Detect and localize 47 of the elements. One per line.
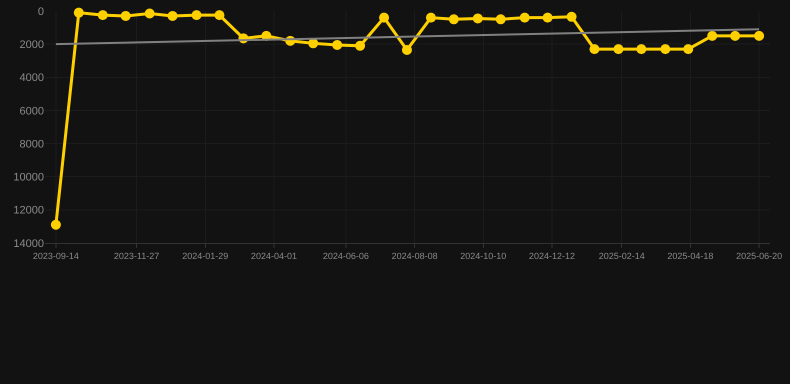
x-tick-label: 2024-01-29	[182, 250, 228, 261]
y-tick-label: 0	[38, 6, 44, 18]
point	[426, 12, 436, 23]
point	[355, 40, 366, 51]
x-tick-label: 2024-04-01	[250, 250, 297, 261]
y-tick-label: 8000	[20, 138, 44, 150]
point	[332, 40, 342, 50]
point	[472, 13, 483, 24]
point	[402, 44, 412, 55]
point	[730, 30, 740, 41]
x-tick-label: 2025-02-14	[598, 250, 645, 261]
point	[566, 12, 577, 22]
point	[50, 220, 61, 230]
x-tick-label: 2023-09-14	[32, 250, 79, 261]
x-tick-label: 2023-11-27	[114, 250, 160, 261]
y-tick-label: 10000	[13, 172, 44, 184]
y-tick-label: 12000	[13, 204, 44, 217]
point	[379, 12, 390, 23]
point	[98, 10, 108, 20]
point	[589, 44, 600, 54]
point	[214, 10, 224, 20]
y-tick-label: 4000	[20, 72, 44, 84]
point	[754, 30, 764, 41]
point	[192, 10, 202, 20]
point	[168, 10, 178, 21]
point	[520, 12, 530, 23]
x-tick-label: 2024-12-12	[528, 250, 575, 261]
point	[448, 14, 459, 24]
point	[74, 8, 84, 18]
point	[144, 8, 155, 18]
point	[683, 44, 694, 54]
point	[660, 44, 670, 54]
x-tick-label: 2024-10-10	[460, 250, 506, 261]
y-tick-label: 2000	[20, 38, 44, 51]
point	[636, 44, 646, 54]
x-tick-label: 2024-06-06	[322, 250, 369, 261]
x-tick-label: 2025-04-18	[667, 250, 714, 261]
y-tick-label: 6000	[20, 105, 44, 118]
point	[308, 38, 318, 48]
y-tick-label: 14000	[13, 238, 44, 250]
point	[496, 14, 506, 24]
point	[613, 44, 624, 54]
x-tick-label: 2024-08-08	[392, 250, 438, 261]
point	[120, 10, 131, 21]
point	[707, 30, 718, 41]
x-tick-label: 2025-06-20	[736, 250, 782, 261]
point	[542, 12, 553, 23]
